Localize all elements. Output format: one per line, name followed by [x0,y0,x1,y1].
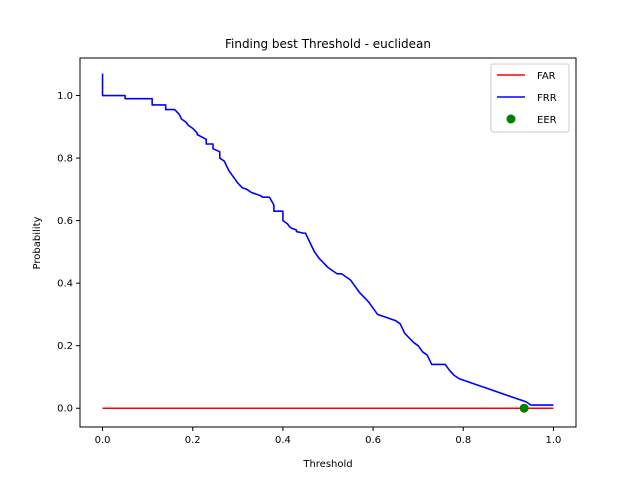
plot-area [101,73,554,413]
x-axis-label: Threshold [302,459,352,470]
x-tick-label: 1.0 [546,435,562,446]
x-tick-label: 0.4 [275,435,291,446]
legend-eer-label: EER [537,115,557,126]
x-tick-label: 0.2 [185,435,201,446]
legend-frr-label: FRR [537,93,557,104]
y-tick-label: 0.0 [57,404,73,415]
x-axis: 0.0 0.2 0.4 0.6 0.8 1.0 [95,427,562,446]
eer-point [519,403,529,413]
legend-far-label: FAR [537,71,556,82]
axes-frame [79,57,577,428]
x-tick-label: 0.8 [455,435,471,446]
y-tick-label: 0.4 [57,279,73,290]
y-tick-label: 0.6 [57,216,73,227]
legend-eer-marker [506,114,516,124]
x-tick-label: 0.0 [95,435,111,446]
frr-line [101,73,554,406]
x-tick-label: 0.6 [365,435,381,446]
legend: FAR FRR EER [490,63,570,133]
y-tick-label: 1.0 [57,91,73,102]
y-tick-label: 0.2 [57,341,73,352]
y-tick-label: 0.8 [57,154,73,165]
y-axis-label: Probability [32,216,43,269]
y-axis: 0.0 0.2 0.4 0.6 0.8 1.0 [57,91,80,415]
chart-title: Finding best Threshold - euclidean [225,37,431,51]
